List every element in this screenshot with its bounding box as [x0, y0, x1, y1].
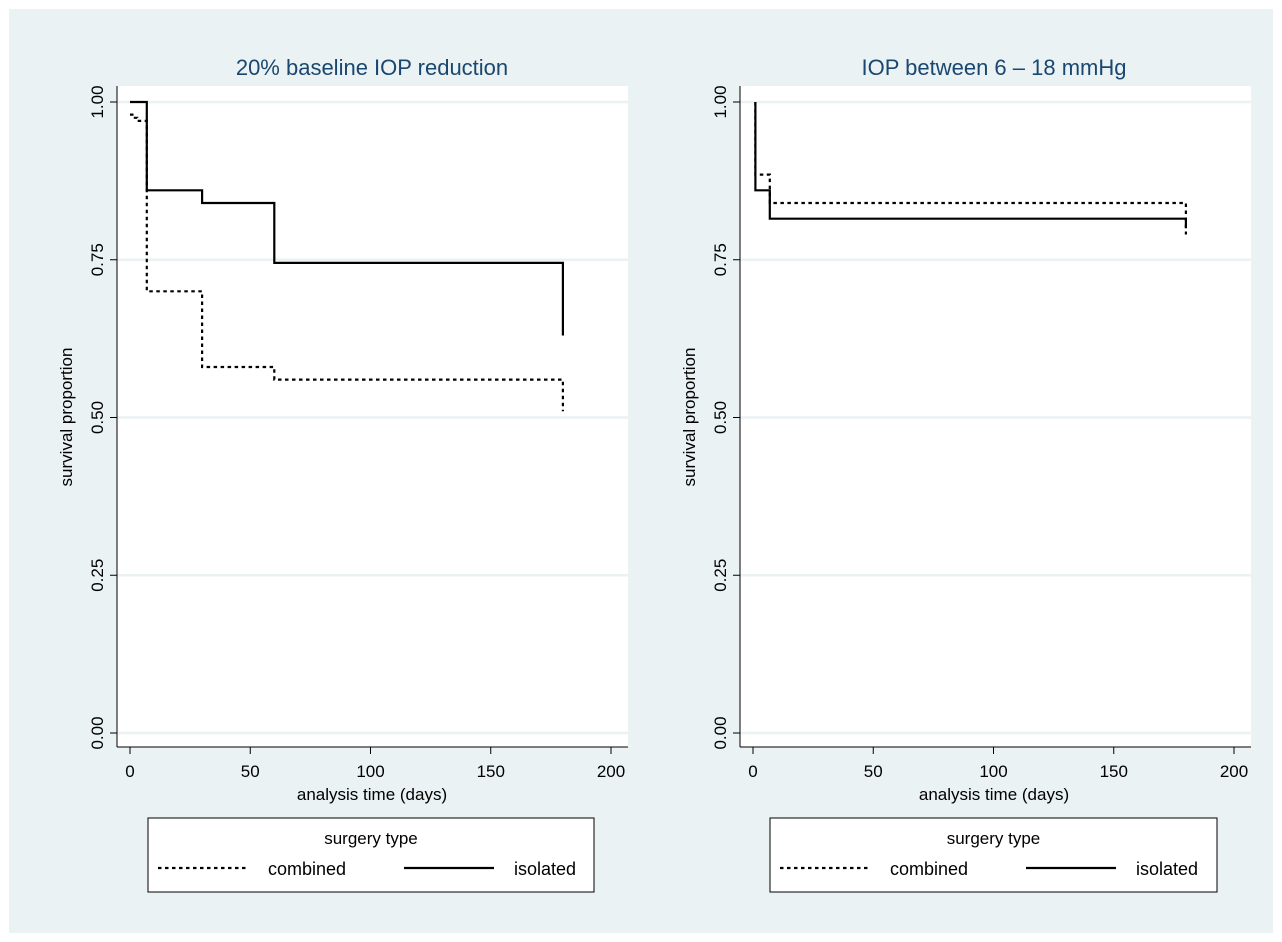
- y-axis-label: survival proportion: [680, 348, 699, 487]
- legend-title: surgery type: [324, 829, 418, 848]
- series-line-isolated: [130, 100, 565, 336]
- y-tick-label: 0.25: [88, 559, 107, 592]
- x-tick-label: 50: [864, 762, 883, 781]
- x-tick-label: 150: [1100, 762, 1128, 781]
- x-tick-label: 100: [979, 762, 1007, 781]
- y-tick-label: 0.00: [711, 716, 730, 749]
- y-axis-label: survival proportion: [57, 348, 76, 487]
- legend: surgery type combined isolated: [769, 817, 1218, 893]
- y-tick-label: 0.25: [711, 559, 730, 592]
- legend-label-combined: combined: [890, 859, 968, 879]
- y-tick-label: 0.75: [711, 243, 730, 276]
- x-axis-label: analysis time (days): [297, 785, 447, 804]
- series-line-combined: [130, 113, 565, 412]
- x-tick-label: 50: [241, 762, 260, 781]
- legend-box: [769, 817, 1218, 893]
- y-tick-label: 0.75: [88, 243, 107, 276]
- x-tick-label: 0: [125, 762, 134, 781]
- legend-title: surgery type: [947, 829, 1041, 848]
- x-tick-label: 200: [1220, 762, 1248, 781]
- series-line-combined: [754, 102, 1188, 235]
- y-tick-label: 1.00: [88, 85, 107, 118]
- x-tick-label: 100: [356, 762, 384, 781]
- chart-panel-1: 0.00 0.25 0.50 0.75 1.00 0 50 100 150 200 20% base…: [57, 55, 628, 893]
- x-axis-label: analysis time (days): [919, 785, 1069, 804]
- chart-title: 20% baseline IOP reduction: [236, 55, 508, 80]
- legend: surgery type combined isolated: [147, 817, 595, 893]
- legend-label-isolated: isolated: [514, 859, 576, 879]
- chart-title: IOP between 6 – 18 mmHg: [862, 55, 1127, 80]
- legend-box: [147, 817, 595, 893]
- x-tick-label: 200: [597, 762, 625, 781]
- y-tick-label: 0.50: [88, 401, 107, 434]
- legend-label-isolated: isolated: [1136, 859, 1198, 879]
- chart-panel-2: 0.00 0.25 0.50 0.75 1.00 0 50 100 150 200 IOP betw…: [680, 55, 1251, 893]
- y-tick-label: 1.00: [711, 85, 730, 118]
- x-tick-label: 0: [748, 762, 757, 781]
- x-tick-label: 150: [477, 762, 505, 781]
- series-line-isolated: [754, 102, 1188, 229]
- legend-label-combined: combined: [268, 859, 346, 879]
- y-tick-label: 0.50: [711, 401, 730, 434]
- y-tick-label: 0.00: [88, 716, 107, 749]
